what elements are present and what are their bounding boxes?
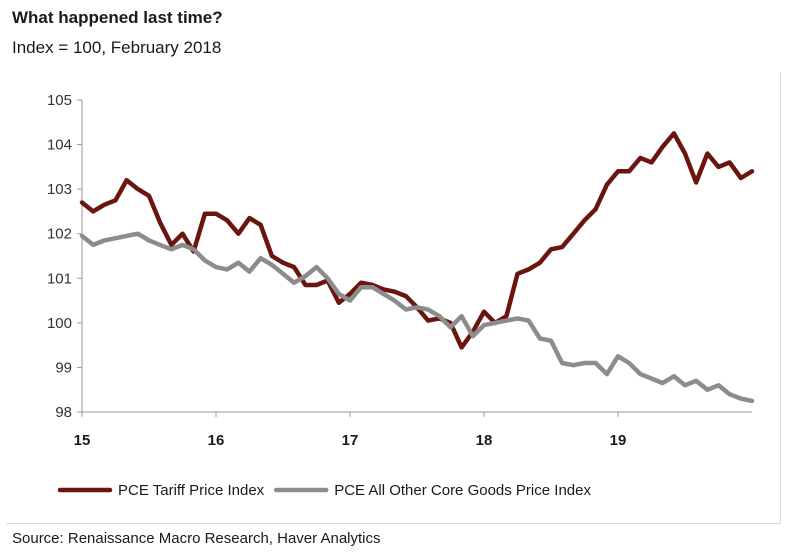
series-line-1 bbox=[79, 131, 755, 350]
y-tick-label: 100 bbox=[47, 315, 72, 332]
x-tick-label: 19 bbox=[610, 432, 627, 449]
y-tick-label: 102 bbox=[47, 226, 72, 243]
legend-label-1: PCE Tariff Price Index bbox=[118, 482, 265, 499]
y-tick-label: 105 bbox=[47, 92, 72, 109]
x-tick-label: 18 bbox=[476, 432, 493, 449]
legend-label-2: PCE All Other Core Goods Price Index bbox=[334, 482, 591, 499]
series-line-2 bbox=[79, 231, 755, 404]
source-note: Source: Renaissance Macro Research, Have… bbox=[12, 530, 381, 547]
x-tick-label: 17 bbox=[342, 432, 359, 449]
y-tick-label: 98 bbox=[55, 404, 72, 421]
chart-title: What happened last time? bbox=[12, 8, 223, 27]
chart-subtitle: Index = 100, February 2018 bbox=[12, 38, 222, 57]
x-tick-label: 16 bbox=[208, 432, 225, 449]
y-tick-label: 101 bbox=[47, 270, 72, 287]
y-tick-label: 104 bbox=[47, 137, 72, 154]
chart-frame bbox=[6, 72, 781, 524]
y-tick-label: 103 bbox=[47, 181, 72, 198]
x-tick-label: 15 bbox=[74, 432, 91, 449]
y-tick-label: 99 bbox=[55, 359, 72, 376]
